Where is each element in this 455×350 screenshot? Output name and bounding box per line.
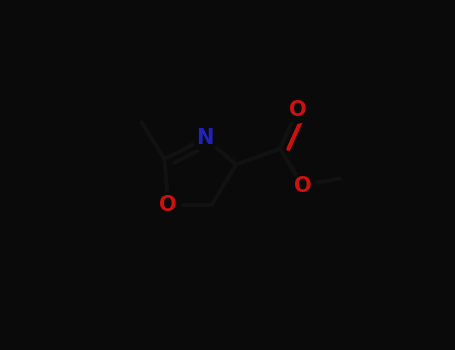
Text: N: N <box>196 128 213 148</box>
Text: O: O <box>159 195 177 215</box>
Text: O: O <box>294 175 312 196</box>
Text: O: O <box>288 100 306 120</box>
